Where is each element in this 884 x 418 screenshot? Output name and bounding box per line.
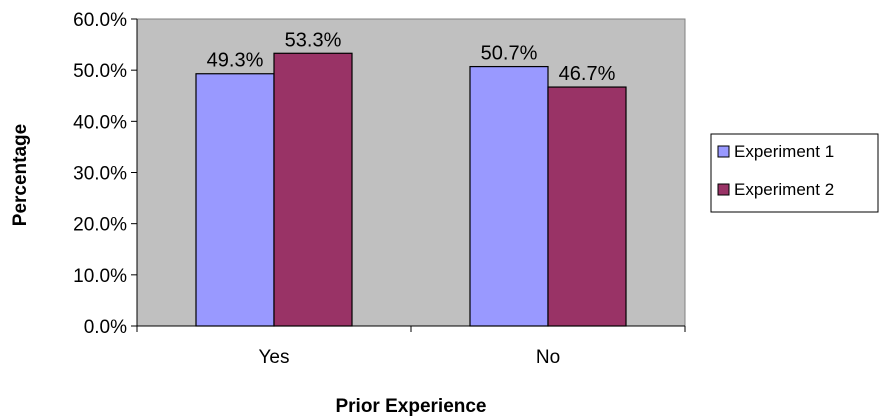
bar-experiment-1-yes xyxy=(195,73,275,327)
legend-swatch-experiment-2 xyxy=(717,183,730,196)
legend-swatch-experiment-1 xyxy=(717,145,730,158)
bar-experiment-2-no xyxy=(547,86,627,327)
data-label: 50.7% xyxy=(481,43,538,65)
y-tick-label: 0.0% xyxy=(84,317,127,338)
data-label: 53.3% xyxy=(285,29,342,51)
x-tick-label: No xyxy=(536,347,560,368)
legend-box xyxy=(710,133,879,213)
y-tick-label: 20.0% xyxy=(73,215,127,236)
y-tick-label: 40.0% xyxy=(73,112,127,133)
legend: Experiment 1 Experiment 2 xyxy=(710,133,879,213)
x-tick-label: Yes xyxy=(259,347,290,368)
y-tick-label: 30.0% xyxy=(73,164,127,185)
data-label: 46.7% xyxy=(559,63,616,85)
legend-label-experiment-1: Experiment 1 xyxy=(734,142,834,161)
x-axis-title: Prior Experience xyxy=(335,396,486,417)
y-tick-label: 50.0% xyxy=(73,61,127,82)
y-tick-label: 60.0% xyxy=(73,10,127,31)
bar-experiment-1-no xyxy=(469,65,549,327)
data-label: 49.3% xyxy=(207,50,264,72)
y-axis-title: Percentage xyxy=(10,124,31,226)
y-tick-label: 10.0% xyxy=(73,266,127,287)
bar-experiment-2-yes xyxy=(273,52,353,327)
legend-label-experiment-2: Experiment 2 xyxy=(734,180,834,199)
